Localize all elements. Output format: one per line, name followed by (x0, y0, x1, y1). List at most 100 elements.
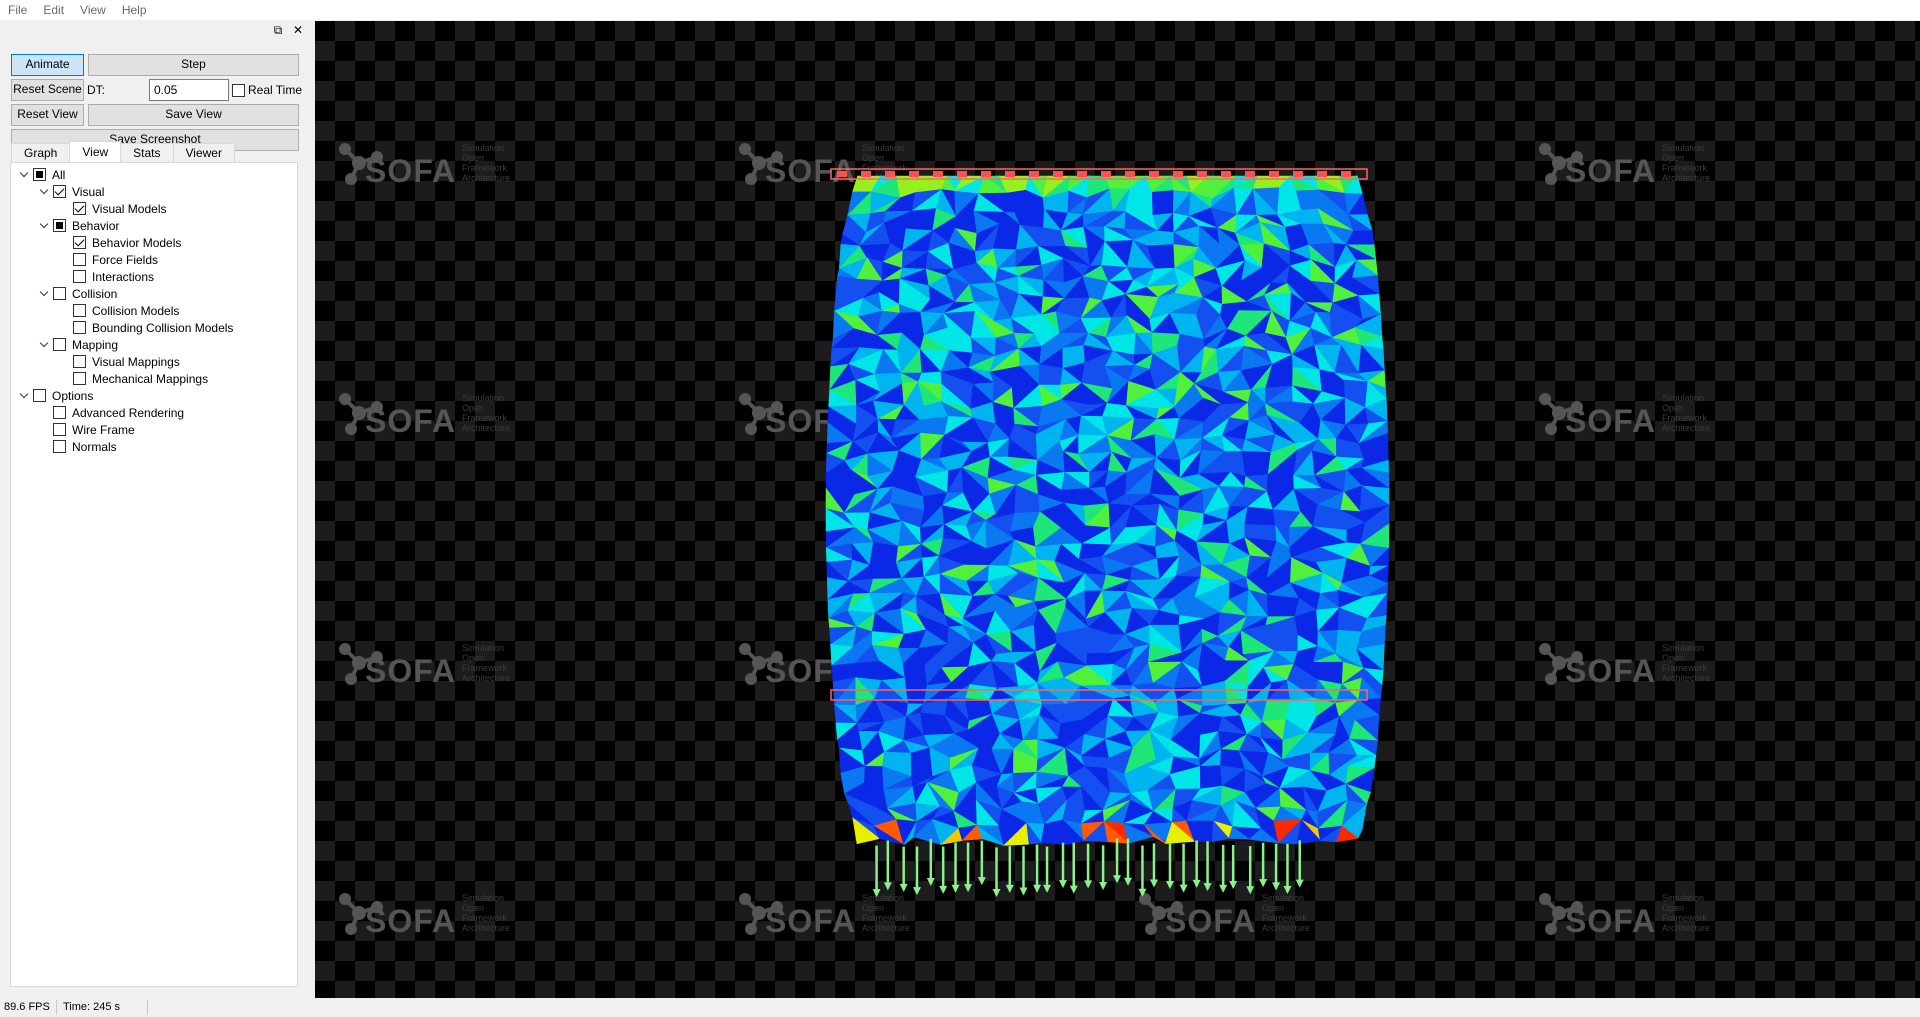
tree-item[interactable]: Behavior (39, 217, 119, 234)
mesh-element (1040, 823, 1069, 845)
force-arrow-head (1192, 879, 1201, 888)
watermark-brand: SOFA (365, 403, 457, 439)
scene-viewport[interactable]: SOFA Simulation Open Framework Architectu… (315, 21, 1920, 998)
sofa-logo-icon (1539, 643, 1583, 685)
real-time-checkbox[interactable] (232, 84, 245, 97)
tree-item[interactable]: Normals (53, 438, 117, 455)
tree-item-label: Normals (72, 439, 117, 454)
chevron-down-icon[interactable] (19, 166, 31, 183)
tree-item[interactable]: Visual Models (73, 200, 166, 217)
tree-item-checkbox[interactable] (53, 423, 66, 436)
fixed-point-marker (1029, 171, 1039, 177)
dt-input[interactable]: 0.05 (149, 79, 229, 101)
watermark-brand: SOFA (1165, 903, 1257, 939)
tab-graph[interactable]: Graph (11, 143, 71, 162)
tree-item-label: Wire Frame (72, 422, 135, 437)
step-button[interactable]: Step (88, 54, 299, 76)
tree-item-checkbox[interactable] (53, 440, 66, 453)
close-dock-icon[interactable]: ✕ (292, 23, 304, 37)
tree-item-checkbox[interactable] (73, 236, 86, 249)
fixed-point-marker (957, 171, 967, 177)
menu-view[interactable]: View (80, 3, 106, 17)
watermark-tagline: Simulation Open Framework Architecture (1662, 393, 1711, 433)
tab-view[interactable]: View (69, 141, 122, 162)
reset-view-button[interactable]: Reset View (11, 104, 84, 126)
watermark-brand: SOFA (365, 153, 457, 189)
tree-item[interactable]: Force Fields (73, 251, 158, 268)
tree-item[interactable]: Behavior Models (73, 234, 181, 251)
tree-item-checkbox[interactable] (73, 355, 86, 368)
tree-item[interactable]: Bounding Collision Models (73, 319, 233, 336)
tree-item-checkbox[interactable] (53, 219, 66, 232)
float-dock-icon[interactable]: ⧉ (273, 23, 283, 37)
mesh-element (1062, 818, 1085, 845)
scene-canvas[interactable] (315, 21, 1920, 998)
fixed-point-marker (1221, 171, 1231, 177)
watermark-tagline: Simulation Open Framework Architecture (462, 143, 511, 183)
tab-viewer[interactable]: Viewer (172, 143, 235, 162)
watermark-tagline: Simulation Open Framework Architecture (1662, 143, 1711, 183)
tree-item-label: Visual (72, 184, 105, 199)
tree-item[interactable]: Collision Models (73, 302, 179, 319)
watermark-tagline: Simulation Open Framework Architecture (462, 643, 511, 683)
tree-item-checkbox[interactable] (73, 270, 86, 283)
tab-stats[interactable]: Stats (120, 143, 174, 162)
tree-item-label: Collision Models (92, 303, 180, 318)
force-arrow-head (1084, 880, 1093, 889)
tree-item[interactable]: Visual (39, 183, 104, 200)
tree-item-checkbox[interactable] (53, 338, 66, 351)
tree-item[interactable]: Collision (39, 285, 117, 302)
force-arrow-head (899, 883, 908, 892)
watermark-tagline: Simulation Open Framework Architecture (462, 893, 511, 933)
reset-scene-button[interactable]: Reset Scene (11, 79, 84, 101)
tree-item[interactable]: Visual Mappings (73, 353, 180, 370)
tree-item-checkbox[interactable] (73, 304, 86, 317)
menu-bar: File Edit View Help (0, 0, 1920, 20)
menu-file[interactable]: File (8, 3, 28, 17)
tree-item-checkbox[interactable] (73, 321, 86, 334)
tree-item[interactable]: Advanced Rendering (53, 404, 184, 421)
mesh-element (1185, 820, 1214, 842)
tree-item-checkbox[interactable] (53, 406, 66, 419)
tree-item-checkbox[interactable] (53, 185, 66, 198)
tree-item[interactable]: Options (19, 387, 93, 404)
fem-mesh (825, 175, 1390, 847)
fps-readout: 89.6 FPS (4, 1001, 50, 1013)
tree-item-checkbox[interactable] (73, 372, 86, 385)
tree-item[interactable]: Mechanical Mappings (73, 370, 208, 387)
fixed-point-marker (837, 171, 847, 177)
tree-item[interactable]: Wire Frame (53, 421, 135, 438)
tree-item-label: Advanced Rendering (72, 405, 185, 420)
tree-item[interactable]: All (19, 166, 65, 183)
tree-item-checkbox[interactable] (53, 287, 66, 300)
force-arrow-head (1272, 882, 1281, 891)
tree-item-checkbox[interactable] (33, 168, 46, 181)
tree-item[interactable]: Interactions (73, 268, 154, 285)
chevron-down-icon[interactable] (19, 387, 31, 404)
tree-item-checkbox[interactable] (73, 202, 86, 215)
fixed-point-marker (1269, 171, 1279, 177)
fixed-point-marker (1077, 171, 1087, 177)
fixed-point-marker (1101, 171, 1111, 177)
animate-button[interactable]: Animate (11, 54, 84, 76)
watermark-tagline: Simulation Open Framework Architecture (1662, 893, 1711, 933)
chevron-down-icon[interactable] (39, 336, 51, 353)
force-arrow-head (1138, 888, 1147, 897)
menu-edit[interactable]: Edit (43, 3, 65, 17)
watermark-brand: SOFA (1565, 653, 1657, 689)
save-view-button[interactable]: Save View (88, 104, 299, 126)
tree-item-checkbox[interactable] (33, 389, 46, 402)
fixed-point-marker (933, 171, 943, 177)
force-arrow-head (964, 884, 973, 893)
chevron-down-icon[interactable] (39, 217, 51, 234)
chevron-down-icon[interactable] (39, 183, 51, 200)
tree-item-checkbox[interactable] (73, 253, 86, 266)
chevron-down-icon[interactable] (39, 285, 51, 302)
mesh-element (873, 825, 904, 845)
tree-item[interactable]: Mapping (39, 336, 118, 353)
status-bar: 89.6 FPS Time: 245 s (0, 998, 1920, 1017)
force-arrow-head (1123, 877, 1132, 886)
menu-help[interactable]: Help (121, 3, 147, 17)
force-arrow-head (1165, 881, 1174, 890)
watermark-tagline: Simulation Open Framework Architecture (1662, 643, 1711, 683)
